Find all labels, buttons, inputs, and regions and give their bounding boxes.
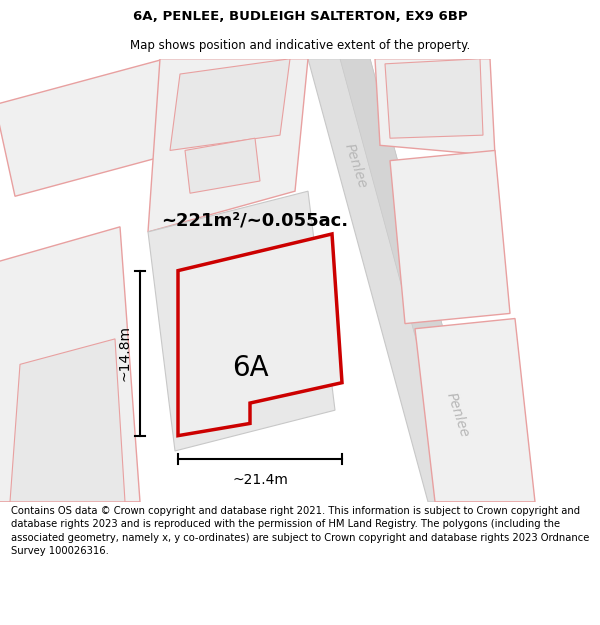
Text: Penlee: Penlee bbox=[444, 391, 472, 439]
Polygon shape bbox=[415, 319, 535, 502]
Polygon shape bbox=[10, 339, 125, 502]
Text: Contains OS data © Crown copyright and database right 2021. This information is : Contains OS data © Crown copyright and d… bbox=[11, 506, 589, 556]
Polygon shape bbox=[385, 59, 483, 138]
Polygon shape bbox=[308, 59, 490, 502]
Polygon shape bbox=[375, 59, 495, 156]
Polygon shape bbox=[178, 234, 342, 436]
Polygon shape bbox=[0, 59, 185, 196]
Text: ~221m²/~0.055ac.: ~221m²/~0.055ac. bbox=[161, 212, 349, 230]
Polygon shape bbox=[0, 227, 140, 502]
Text: ~21.4m: ~21.4m bbox=[232, 473, 288, 488]
Text: ~14.8m: ~14.8m bbox=[118, 325, 132, 381]
Polygon shape bbox=[148, 59, 308, 232]
Text: 6A: 6A bbox=[232, 354, 268, 382]
Polygon shape bbox=[148, 191, 335, 451]
Polygon shape bbox=[170, 59, 290, 151]
Polygon shape bbox=[340, 59, 490, 502]
Text: Map shows position and indicative extent of the property.: Map shows position and indicative extent… bbox=[130, 39, 470, 52]
Polygon shape bbox=[390, 151, 510, 324]
Text: 6A, PENLEE, BUDLEIGH SALTERTON, EX9 6BP: 6A, PENLEE, BUDLEIGH SALTERTON, EX9 6BP bbox=[133, 10, 467, 23]
Text: Penlee: Penlee bbox=[342, 141, 370, 190]
Polygon shape bbox=[185, 138, 260, 193]
